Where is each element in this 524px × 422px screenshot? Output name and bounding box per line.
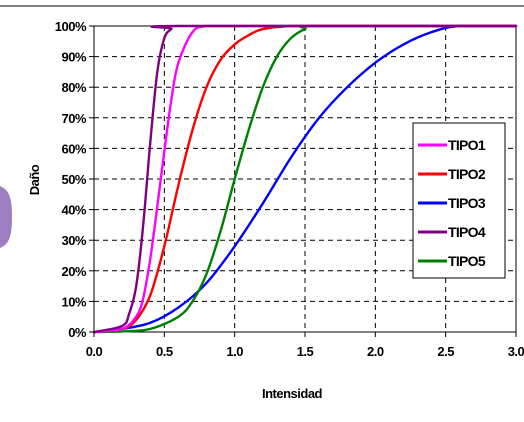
- legend-label: TIPO5: [448, 253, 486, 269]
- x-tick-label: 1.0: [226, 344, 243, 359]
- x-tick-label: 2.5: [437, 344, 454, 359]
- y-tick-labels: 0% 10% 20% 30% 40% 50% 60% 70% 80% 90% 100%: [55, 19, 94, 340]
- y-tick-label: 100%: [55, 19, 87, 34]
- x-tick-label: 2.0: [367, 344, 384, 359]
- y-tick-label: 90%: [61, 50, 86, 65]
- y-tick-label: 50%: [61, 172, 86, 187]
- x-tick-label: 0.5: [156, 344, 173, 359]
- y-tick-label: 10%: [61, 294, 86, 309]
- legend-label: TIPO2: [448, 166, 486, 182]
- y-tick-label: 60%: [61, 141, 86, 156]
- legend-label: TIPO1: [448, 137, 486, 153]
- y-tick-label: 40%: [61, 203, 86, 218]
- y-tick-label: 70%: [61, 111, 86, 126]
- x-tick-label: 1.5: [297, 344, 314, 359]
- x-tick-labels: 0.0 0.5 1.0 1.5 2.0 2.5 3.0: [86, 332, 524, 359]
- y-tick-label: 20%: [61, 264, 86, 279]
- x-tick-label: 3.0: [508, 344, 524, 359]
- series-line-tipo5: [92, 24, 518, 334]
- series-line-tipo4: [92, 24, 518, 334]
- legend: TIPO1 TIPO2 TIPO3 TIPO4 TIPO5: [412, 122, 506, 279]
- series-line-tipo3: [92, 24, 518, 334]
- side-decoration: [0, 186, 12, 248]
- legend-box: [412, 122, 506, 279]
- y-tick-label: 30%: [61, 233, 86, 248]
- legend-label: TIPO3: [448, 195, 486, 211]
- x-axis-title: Intensidad: [262, 386, 323, 401]
- x-tick-label: 0.0: [86, 344, 103, 359]
- series-lines: [92, 24, 518, 334]
- y-tick-label: 80%: [61, 80, 86, 95]
- legend-label: TIPO4: [448, 224, 486, 240]
- y-axis-title: Daño: [27, 164, 42, 195]
- y-tick-label: 0%: [68, 325, 87, 340]
